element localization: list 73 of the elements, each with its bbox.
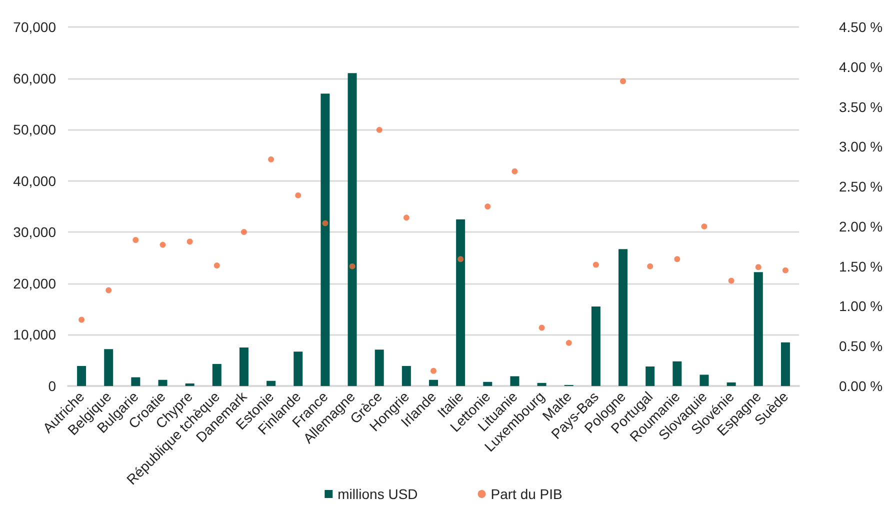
y2-tick-label: 1.50 %	[839, 258, 883, 274]
bar	[294, 352, 303, 386]
y2-tick-label: 4.00 %	[839, 58, 883, 75]
point	[268, 156, 274, 162]
bar	[348, 73, 357, 386]
point	[322, 220, 328, 226]
y-tick-label: 0	[48, 378, 56, 394]
y-tick-label: 50,000	[13, 122, 56, 138]
bar	[726, 382, 736, 386]
bar	[131, 377, 140, 386]
bar	[374, 350, 384, 386]
bar	[618, 249, 628, 386]
y-tick-label: 40,000	[13, 172, 56, 189]
bar	[483, 382, 492, 386]
point	[214, 262, 220, 269]
point	[376, 126, 382, 133]
y2-tick-label: 2.00 %	[839, 218, 883, 234]
point	[755, 264, 762, 270]
bar	[429, 380, 438, 386]
point	[538, 324, 545, 331]
bar	[266, 380, 276, 386]
point	[701, 223, 708, 230]
bar	[158, 380, 168, 386]
y2-tick-label: 4.50 %	[839, 19, 883, 35]
point	[132, 237, 139, 244]
point	[430, 368, 436, 374]
y2-tick-label: 3.50 %	[839, 98, 883, 115]
bar	[700, 374, 709, 386]
point	[647, 263, 654, 270]
bar	[77, 366, 86, 386]
y-tick-label: 60,000	[13, 70, 56, 86]
bar	[754, 272, 763, 386]
point	[458, 256, 464, 262]
bar	[646, 366, 655, 386]
bar	[780, 342, 790, 386]
point	[592, 262, 599, 268]
point	[782, 267, 788, 274]
point	[674, 256, 680, 262]
bar	[320, 94, 330, 386]
bar	[104, 349, 114, 386]
point	[728, 278, 734, 284]
y2-tick-label: 3.00 %	[839, 138, 883, 155]
y2-tick-label: 2.50 %	[839, 178, 883, 195]
point	[566, 340, 572, 346]
point	[620, 78, 626, 84]
point	[403, 214, 410, 221]
point	[160, 242, 166, 248]
point	[240, 229, 247, 236]
y2-tick-label: 1.00 %	[839, 298, 883, 314]
y-tick-label: 20,000	[13, 275, 56, 292]
bar	[185, 383, 194, 386]
bar	[537, 382, 546, 386]
bar	[672, 361, 682, 386]
y2-tick-label: 0.00 %	[839, 378, 883, 394]
legend-label: millions USD	[338, 486, 418, 502]
legend-label: Part du PIB	[490, 486, 562, 502]
bar	[212, 364, 222, 386]
point	[484, 204, 491, 210]
point	[349, 263, 356, 270]
bar	[456, 219, 466, 386]
point	[512, 168, 518, 174]
point	[78, 316, 85, 323]
bar	[591, 306, 600, 386]
bar	[510, 376, 520, 386]
point	[295, 192, 302, 198]
y-tick-label: 10,000	[13, 326, 56, 343]
bar	[239, 348, 248, 386]
bar	[402, 366, 411, 386]
point	[106, 287, 112, 294]
y2-tick-label: 0.50 %	[839, 338, 883, 354]
y-tick-label: 30,000	[13, 224, 56, 240]
point	[186, 238, 193, 245]
y-tick-label: 70,000	[13, 19, 56, 35]
